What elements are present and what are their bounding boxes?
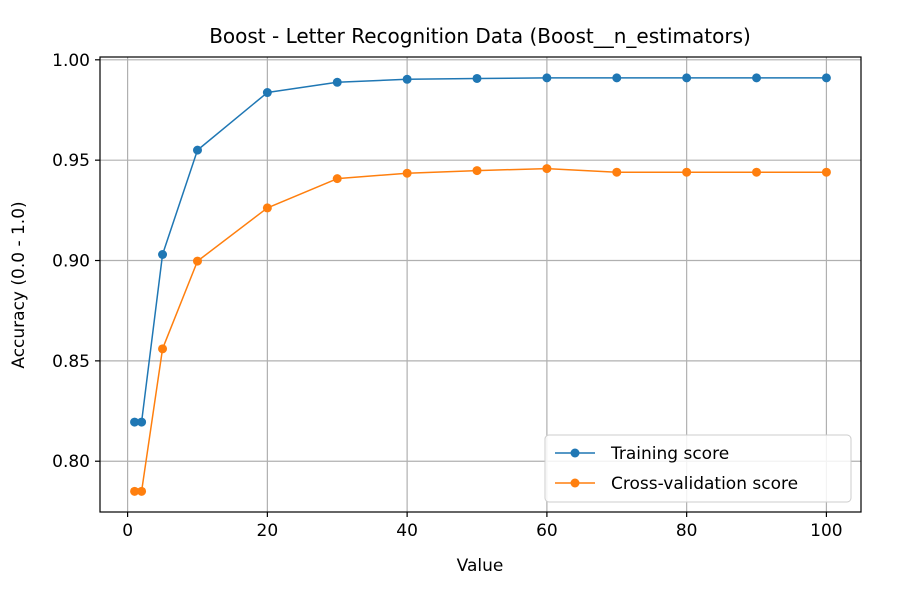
- data-point-training-score: [332, 77, 342, 87]
- data-point-training-score: [262, 88, 272, 98]
- x-tick-label: 20: [257, 521, 279, 541]
- data-point-training-score: [821, 73, 831, 83]
- data-point-training-score: [402, 74, 412, 84]
- y-tick-label: 0.85: [52, 352, 90, 372]
- x-axis-label: Value: [457, 556, 504, 576]
- plot-frame: [99, 56, 862, 513]
- x-tick-label: 80: [676, 521, 698, 541]
- x-tick-label: 100: [810, 521, 842, 541]
- data-point-cross-validation-score: [682, 167, 692, 177]
- y-tick-label: 0.80: [52, 452, 90, 472]
- data-point-cross-validation-score: [402, 168, 412, 178]
- x-tick-label: 40: [396, 521, 418, 541]
- data-point-cross-validation-score: [158, 344, 168, 354]
- chart-title: Boost - Letter Recognition Data (Boost__…: [209, 24, 751, 48]
- data-point-cross-validation-score: [332, 174, 342, 184]
- y-axis-label: Accuracy (0.0 - 1.0): [9, 201, 29, 368]
- legend-marker-cross-validation: [570, 478, 580, 488]
- data-point-cross-validation-score: [130, 486, 140, 496]
- data-point-training-score: [682, 73, 692, 83]
- data-point-cross-validation-score: [137, 486, 147, 496]
- legend-marker-training: [570, 448, 580, 458]
- x-tick-label: 0: [122, 521, 133, 541]
- x-tick-label: 60: [536, 521, 558, 541]
- legend-box: [544, 434, 852, 503]
- data-point-cross-validation-score: [821, 167, 831, 177]
- data-point-training-score: [752, 73, 762, 83]
- y-tick-label: 0.95: [52, 151, 90, 171]
- legend-label-training: Training score: [610, 444, 729, 464]
- data-point-cross-validation-score: [472, 166, 482, 176]
- axis-ticks: 0 20 40 60 80 100 0.80 0.85 0.90 0.95 1.00: [52, 51, 842, 541]
- legend: Training score Cross-validation score: [544, 434, 852, 503]
- data-point-cross-validation-score: [542, 164, 552, 174]
- data-point-training-score: [137, 417, 147, 427]
- data-point-training-score: [130, 417, 140, 427]
- data-point-cross-validation-score: [262, 203, 272, 213]
- series-layer: [130, 73, 831, 496]
- legend-label-cross-validation: Cross-validation score: [611, 474, 798, 494]
- data-point-cross-validation-score: [192, 256, 202, 266]
- data-point-training-score: [192, 145, 202, 155]
- data-point-training-score: [472, 73, 482, 83]
- grid-lines: [100, 57, 861, 512]
- data-point-training-score: [612, 73, 622, 83]
- data-point-cross-validation-score: [612, 167, 622, 177]
- data-point-cross-validation-score: [752, 167, 762, 177]
- y-tick-label: 0.90: [52, 252, 90, 272]
- data-point-training-score: [158, 249, 168, 259]
- y-tick-label: 1.00: [52, 51, 90, 71]
- data-point-training-score: [542, 73, 552, 83]
